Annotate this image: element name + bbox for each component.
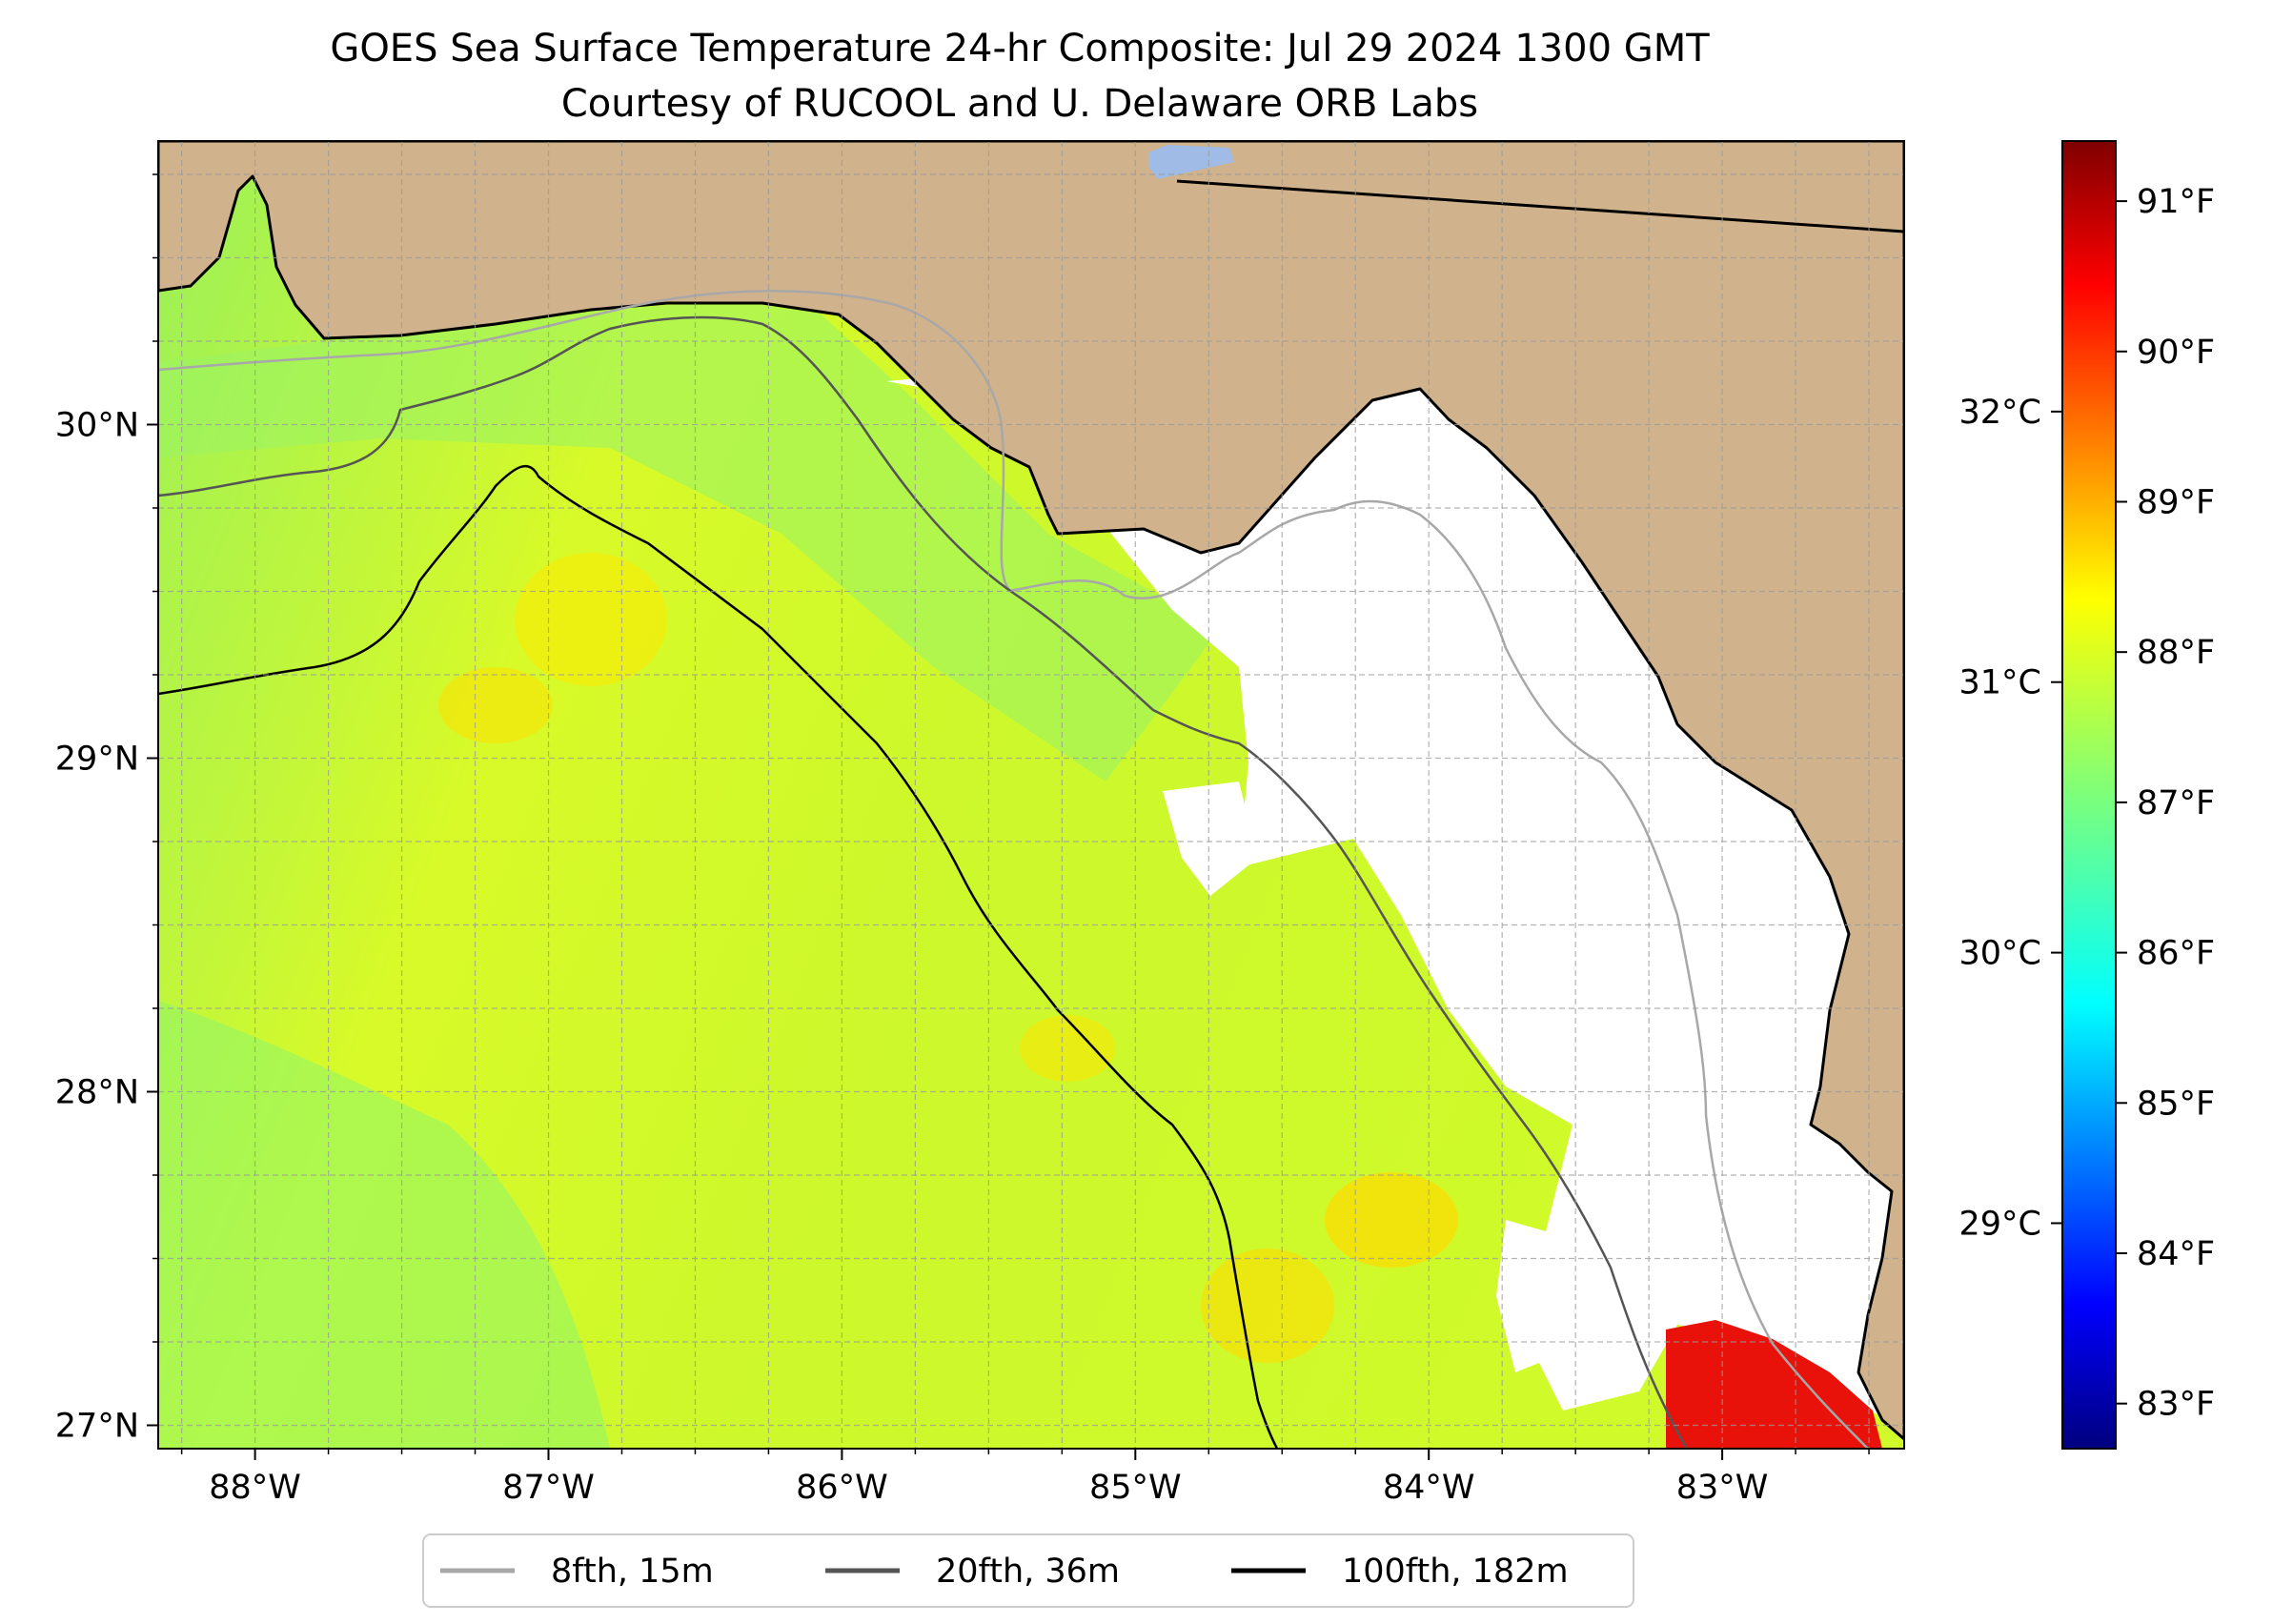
warm-patch bbox=[1201, 1248, 1334, 1363]
colorbar-gradient bbox=[2061, 140, 2117, 1450]
colorbar-f-tick-label: 91°F bbox=[2137, 183, 2215, 221]
lon-tick-label: 83°W bbox=[1676, 1469, 1769, 1507]
legend-label-100fth: 100fth, 182m bbox=[1342, 1553, 1569, 1591]
map-title-line1: GOES Sea Surface Temperature 24-hr Compo… bbox=[330, 27, 1710, 71]
lat-tick-label: 27°N bbox=[55, 1408, 139, 1446]
lon-tick-label: 88°W bbox=[209, 1469, 301, 1507]
warm-patch bbox=[438, 667, 553, 743]
warm-patch bbox=[1020, 1015, 1115, 1082]
gridlines bbox=[158, 141, 1904, 1449]
legend-box bbox=[422, 1533, 1634, 1608]
bathymetry-contours bbox=[158, 290, 1869, 1449]
cool-nearshore-band bbox=[158, 295, 1220, 782]
colorbar: 83°F 84°F 85°F 86°F 87°F 88°F 89°F 90°F 91°F 29°… bbox=[1959, 140, 2215, 1450]
colorbar-celsius-axis: 29°C 30°C 31°C 32°C bbox=[1959, 394, 2062, 1243]
colorbar-fahrenheit-axis: 83°F 84°F 85°F 86°F 87°F 88°F 89°F 90°F 91°F bbox=[2116, 183, 2215, 1424]
lon-tick-label: 87°W bbox=[502, 1469, 595, 1507]
lake bbox=[1148, 145, 1234, 179]
latitude-axis: 27°N 28°N 29°N 30°N bbox=[55, 173, 158, 1446]
contour-8fth bbox=[158, 290, 1869, 1449]
colorbar-f-tick-label: 83°F bbox=[2137, 1386, 2215, 1424]
colorbar-f-tick-label: 88°F bbox=[2137, 634, 2215, 672]
lon-tick-label: 84°W bbox=[1383, 1469, 1475, 1507]
map-area bbox=[158, 141, 1904, 1449]
colorbar-f-tick-label: 86°F bbox=[2137, 935, 2215, 973]
lon-tick-label: 85°W bbox=[1089, 1469, 1182, 1507]
colorbar-f-tick-label: 84°F bbox=[2137, 1235, 2215, 1273]
longitude-axis: 88°W 87°W 86°W 85°W 84°W 83°W bbox=[180, 1449, 1870, 1507]
legend-label-8fth: 8fth, 15m bbox=[551, 1553, 714, 1591]
lat-tick-label: 30°N bbox=[55, 407, 139, 445]
hot-water-patch bbox=[1666, 1320, 1882, 1449]
lon-tick-label: 86°W bbox=[796, 1469, 888, 1507]
colorbar-f-tick-label: 89°F bbox=[2137, 483, 2215, 521]
legend: 8fth, 15m 20fth, 36m 100fth, 182m bbox=[422, 1533, 1634, 1608]
no-data-gap bbox=[1163, 782, 1258, 896]
colorbar-c-tick-label: 30°C bbox=[1959, 935, 2041, 973]
map-title-line2: Courtesy of RUCOOL and U. Delaware ORB L… bbox=[561, 82, 1478, 126]
contour-100fth bbox=[158, 465, 1279, 1449]
state-border bbox=[1176, 179, 1904, 233]
colorbar-c-tick-label: 29°C bbox=[1959, 1205, 2041, 1243]
land bbox=[158, 141, 1904, 1441]
warm-patch bbox=[1325, 1172, 1458, 1268]
colorbar-f-tick-label: 87°F bbox=[2137, 784, 2215, 822]
colorbar-f-tick-label: 90°F bbox=[2137, 334, 2215, 372]
colorbar-c-tick-label: 31°C bbox=[1959, 664, 2041, 702]
lat-tick-label: 28°N bbox=[55, 1074, 139, 1112]
lat-tick-label: 29°N bbox=[55, 741, 139, 779]
warm-patch bbox=[515, 553, 667, 686]
contour-20fth bbox=[158, 315, 1689, 1449]
legend-label-20fth: 20fth, 36m bbox=[936, 1553, 1120, 1591]
map-frame bbox=[157, 140, 1905, 1450]
colorbar-f-tick-label: 85°F bbox=[2137, 1085, 2215, 1123]
colorbar-c-tick-label: 32°C bbox=[1959, 394, 2041, 432]
cool-water-patch bbox=[158, 1001, 610, 1449]
